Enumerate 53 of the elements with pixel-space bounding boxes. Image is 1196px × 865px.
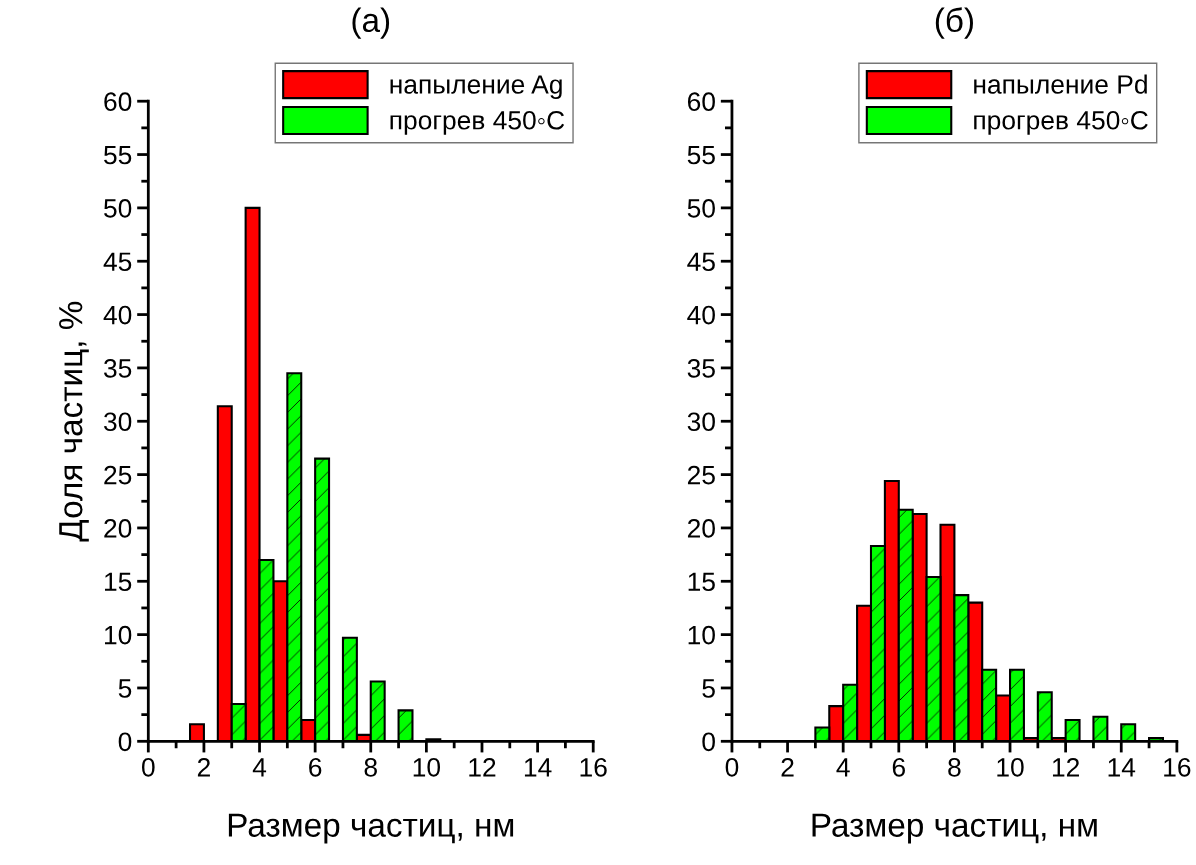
y-axis-title: Доля частиц, % — [59, 301, 89, 542]
legend-label: напыление Ag — [390, 75, 562, 100]
x-tick-label: 12 — [469, 757, 496, 777]
y-tick-label: 5 — [702, 679, 715, 698]
x-tick-label: 2 — [781, 757, 794, 777]
x-tick-label: 16 — [1164, 757, 1191, 777]
y-tick-label: 45 — [103, 252, 132, 272]
x-tick-label: 2 — [197, 757, 210, 777]
y-tick-label: 55 — [687, 145, 715, 165]
y-tick-label: 25 — [687, 465, 715, 485]
y-tick-label: 40 — [687, 305, 715, 325]
y-tick-label: 60 — [687, 92, 715, 112]
y-tick-label: 5 — [118, 679, 132, 698]
legend-label: прогрев 450◦C — [974, 110, 1148, 135]
x-tick-label: 4 — [252, 758, 267, 777]
y-tick-label: 50 — [104, 199, 132, 218]
y-tick-label: 0 — [118, 732, 132, 752]
y-tick-label: 25 — [104, 465, 132, 485]
y-tick-label: 15 — [104, 572, 132, 592]
x-tick-label: 16 — [580, 757, 607, 777]
x-tick-label: 10 — [413, 757, 441, 777]
x-tick-label: 14 — [524, 758, 552, 777]
x-tick-label: 0 — [725, 757, 739, 777]
chart-title: (б) — [935, 7, 973, 39]
x-tick-label: 0 — [142, 757, 155, 777]
y-tick-label: 0 — [702, 732, 715, 752]
y-tick-label: 20 — [104, 519, 132, 538]
y-tick-label: 40 — [103, 305, 132, 325]
y-tick-label: 45 — [687, 252, 715, 272]
y-tick-label: 35 — [103, 359, 132, 378]
y-tick-label: 50 — [687, 199, 715, 218]
x-tick-label: 14 — [1108, 758, 1136, 777]
x-axis-title: Размер частиц, нм — [812, 813, 1097, 844]
y-tick-label: 55 — [104, 145, 132, 165]
y-tick-label: 30 — [103, 412, 132, 432]
y-tick-label: 30 — [687, 412, 715, 432]
legend-label: прогрев 450◦C — [390, 110, 565, 135]
x-tick-label: 6 — [309, 757, 322, 777]
x-tick-label: 12 — [1052, 757, 1079, 777]
x-tick-label: 10 — [997, 757, 1024, 777]
x-tick-label: 6 — [892, 757, 905, 777]
y-tick-label: 35 — [687, 359, 715, 378]
x-tick-label: 8 — [364, 757, 377, 777]
y-tick-label: 10 — [688, 625, 715, 645]
y-tick-label: 60 — [104, 92, 132, 112]
x-tick-label: 4 — [836, 758, 850, 777]
y-tick-label: 15 — [688, 572, 715, 592]
y-tick-label: 20 — [687, 519, 715, 538]
x-axis-title: Размер частиц, нм — [228, 813, 514, 844]
x-tick-label: 8 — [948, 757, 961, 777]
y-tick-label: 10 — [104, 625, 132, 645]
legend-label: напыление Pd — [974, 74, 1147, 94]
chart-title: (a) — [352, 7, 390, 39]
